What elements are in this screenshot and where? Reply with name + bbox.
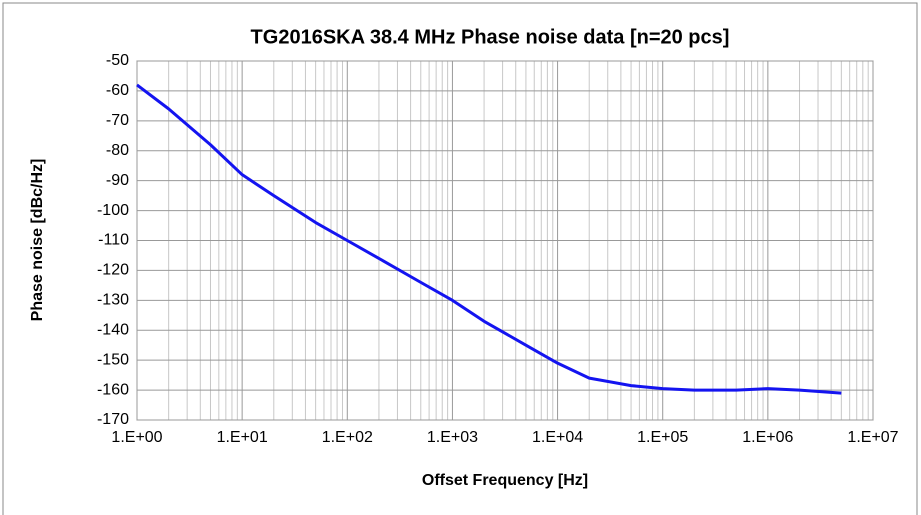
y-tick-label: -130: [97, 292, 129, 309]
y-tick-label: -80: [106, 142, 129, 159]
y-tick-label: -120: [97, 262, 129, 279]
y-tick-label: -100: [97, 202, 129, 219]
x-axis-label: Offset Frequency [Hz]: [422, 472, 588, 489]
chart-title: TG2016SKA 38.4 MHz Phase noise data [n=2…: [251, 26, 730, 48]
y-tick-label: -170: [97, 411, 129, 428]
y-tick-label: -150: [97, 351, 129, 368]
x-tick-label: 1.E+02: [322, 429, 373, 446]
y-tick-label: -60: [106, 82, 129, 99]
x-tick-label: 1.E+00: [111, 429, 162, 446]
y-axis-label: Phase noise [dBc/Hz]: [29, 159, 46, 322]
y-tick-label: -70: [106, 112, 129, 129]
y-tick-label: -140: [97, 321, 129, 338]
x-tick-label: 1.E+01: [217, 429, 268, 446]
y-tick-label: -110: [98, 232, 129, 249]
x-tick-label: 1.E+06: [742, 429, 793, 446]
y-tick-label: -90: [106, 172, 129, 189]
data-line: [136, 83, 842, 395]
x-tick-label: 1.E+05: [637, 429, 688, 446]
x-tick-label: 1.E+07: [847, 429, 898, 446]
x-tick-label: 1.E+03: [427, 429, 478, 446]
x-tick-label: 1.E+04: [532, 429, 583, 446]
y-tick-label: -50: [106, 52, 129, 69]
y-tick-label: -160: [97, 381, 129, 398]
